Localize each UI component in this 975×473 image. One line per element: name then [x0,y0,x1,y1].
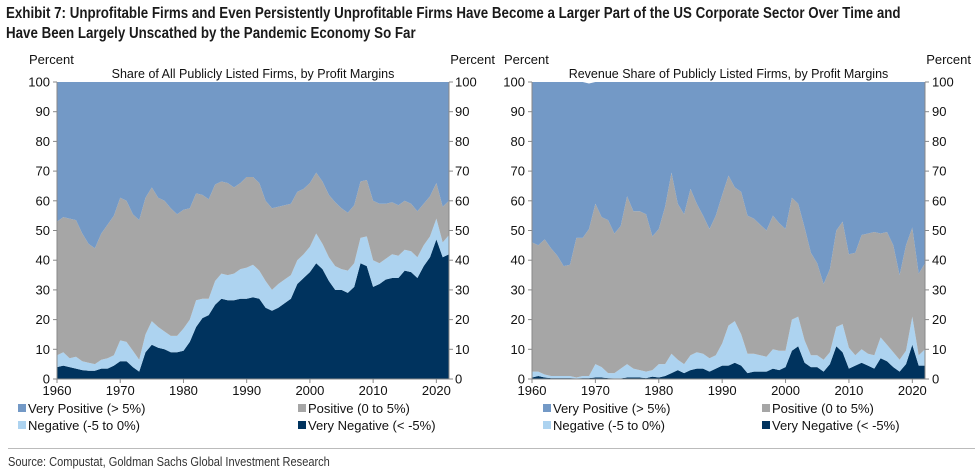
y-tick-label-right: 80 [455,134,469,149]
x-tick-label: 1990 [708,383,737,398]
area-very-positive [532,82,925,284]
y-tick-label-right: 60 [932,193,946,208]
y-tick-label-right: 40 [932,253,946,268]
legend-swatch-very-positive [543,404,551,412]
x-tick-label: 2000 [771,383,800,398]
y-tick-label-left: 100 [503,75,525,90]
y-tick-label-left: 20 [36,312,50,327]
area-positive [57,172,449,365]
y-tick-label-left: 100 [28,75,50,90]
y-tick-label-right: 0 [455,372,462,387]
area-very-negative [532,344,925,379]
y-tick-label-left: 30 [511,282,525,297]
y-tick-label-left: 0 [518,372,525,387]
x-tick-label: 1980 [644,383,673,398]
legend-label: Very Positive (> 5%) [28,401,145,416]
legend-label: Positive (0 to 5%) [772,401,874,416]
y-axis-label-right: Percent [926,52,971,67]
y-tick-label-right: 60 [455,193,469,208]
area-negative [57,218,449,372]
area-negative [532,316,925,379]
y-tick-label-left: 20 [511,312,525,327]
x-tick-label: 2020 [422,383,451,398]
y-tick-label-right: 30 [455,282,469,297]
y-tick-label-left: 50 [511,223,525,238]
legend-swatch-very-positive [18,404,26,412]
chart-title: Revenue Share of Publicly Listed Firms, … [569,67,889,81]
x-tick-label: 1970 [106,383,135,398]
x-tick-label: 2000 [295,383,324,398]
y-tick-label-left: 10 [36,342,50,357]
area-very-positive [57,82,449,249]
y-tick-label-right: 90 [455,104,469,119]
y-tick-label-left: 90 [511,104,525,119]
y-tick-label-left: 30 [36,282,50,297]
exhibit-title: Exhibit 7: Unprofitable Firms and Even P… [6,4,901,44]
legend-label: Very Positive (> 5%) [553,401,670,416]
source-divider [8,448,975,449]
x-tick-label: 1970 [581,383,610,398]
chart-title: Share of All Publicly Listed Firms, by P… [112,67,395,81]
y-tick-label-left: 0 [43,372,50,387]
area-very-negative [57,239,449,379]
y-tick-label-left: 70 [36,164,50,179]
y-tick-label-right: 10 [455,342,469,357]
y-tick-label-left: 40 [511,253,525,268]
legend-label: Negative (-5 to 0%) [553,418,665,433]
exhibit-title-line-2: Have Been Largely Unscathed by the Pande… [6,25,416,42]
legend-swatch-very-negative [298,421,306,429]
y-tick-label-right: 40 [455,253,469,268]
legend-swatch-positive [298,404,306,412]
y-tick-label-right: 30 [932,282,946,297]
legend-label: Positive (0 to 5%) [308,401,410,416]
x-tick-label: 2010 [834,383,863,398]
legend-swatch-very-negative [762,421,770,429]
y-tick-label-right: 80 [932,134,946,149]
y-tick-label-left: 70 [511,164,525,179]
legend-label: Negative (-5 to 0%) [28,418,140,433]
y-axis-label-left: Percent [504,52,549,67]
x-tick-label: 2010 [359,383,388,398]
y-tick-label-left: 60 [36,193,50,208]
exhibit-title-line-1: Exhibit 7: Unprofitable Firms and Even P… [6,5,901,22]
y-tick-label-left: 90 [36,104,50,119]
y-tick-label-left: 80 [36,134,50,149]
x-tick-label: 1960 [518,383,547,398]
x-tick-label: 1990 [232,383,261,398]
y-tick-label-right: 100 [932,75,954,90]
x-tick-label: 2020 [898,383,927,398]
y-tick-label-left: 60 [511,193,525,208]
legend-swatch-negative [18,421,26,429]
y-tick-label-right: 100 [455,75,477,90]
x-tick-label: 1980 [169,383,198,398]
y-axis-label-right: Percent [450,52,495,67]
y-tick-label-right: 90 [932,104,946,119]
x-tick-label: 1960 [43,383,72,398]
y-tick-label-right: 50 [932,223,946,238]
y-tick-label-left: 40 [36,253,50,268]
legend-label: Very Negative (< -5%) [308,418,436,433]
y-tick-label-left: 10 [511,342,525,357]
y-tick-label-right: 70 [932,164,946,179]
legend-swatch-negative [543,421,551,429]
y-tick-label-right: 20 [932,312,946,327]
y-tick-label-right: 10 [932,342,946,357]
y-tick-label-right: 70 [455,164,469,179]
y-tick-label-right: 20 [455,312,469,327]
area-positive [532,172,925,378]
y-axis-label-left: Percent [29,52,74,67]
y-tick-label-right: 50 [455,223,469,238]
legend-label: Very Negative (< -5%) [772,418,900,433]
y-tick-label-left: 50 [36,223,50,238]
y-tick-label-right: 0 [932,372,939,387]
legend-swatch-positive [762,404,770,412]
y-tick-label-left: 80 [511,134,525,149]
source-note: Source: Compustat, Goldman Sachs Global … [8,454,330,469]
